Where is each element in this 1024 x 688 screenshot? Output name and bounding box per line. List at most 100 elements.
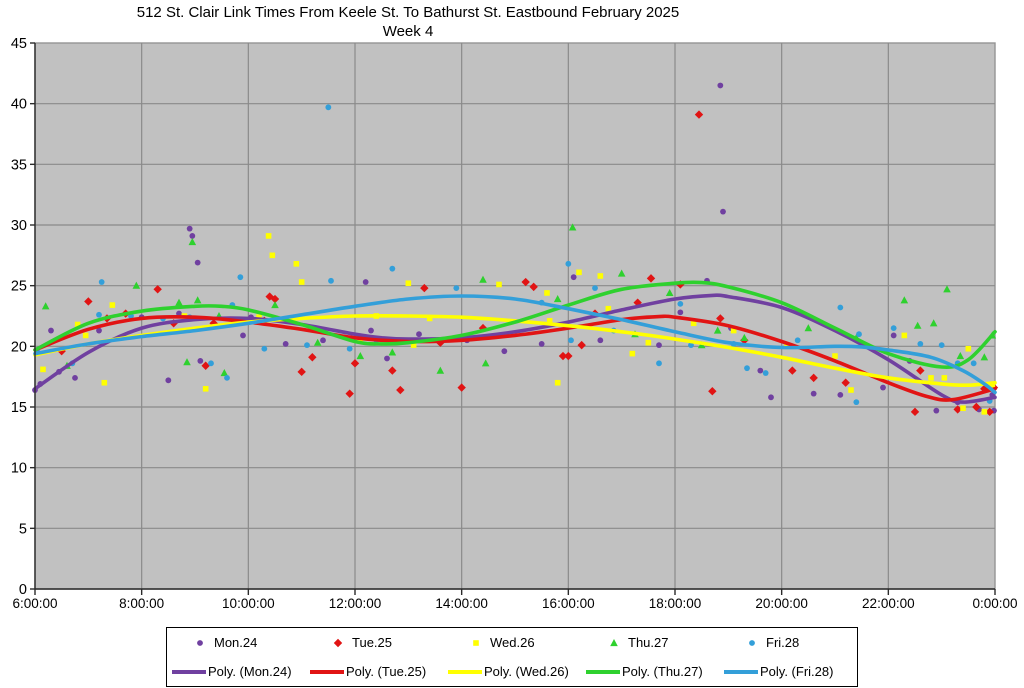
legend-item-Wed.26: Wed.26 xyxy=(443,635,581,650)
circle-marker-icon xyxy=(197,639,203,646)
point-Tue.25 xyxy=(297,367,306,377)
point-Thu.27 xyxy=(956,352,965,360)
point-Wed.26 xyxy=(40,366,46,373)
point-Mon.24 xyxy=(933,407,940,414)
point-Wed.26 xyxy=(605,305,612,312)
point-Wed.26 xyxy=(928,375,934,381)
point-Fri.28 xyxy=(677,300,684,307)
point-Thu.27 xyxy=(553,295,562,303)
point-Mon.24 xyxy=(362,279,369,285)
point-Wed.26 xyxy=(554,379,561,386)
x-tick-label: 22:00:00 xyxy=(862,596,915,611)
y-tick-label: 5 xyxy=(19,521,27,537)
point-Thu.27 xyxy=(568,223,577,231)
point-Wed.26 xyxy=(965,345,972,352)
point-Wed.26 xyxy=(597,273,604,279)
point-Wed.26 xyxy=(298,279,305,285)
point-Tue.25 xyxy=(84,297,93,306)
point-Tue.25 xyxy=(388,366,397,375)
point-Fri.28 xyxy=(592,285,598,291)
point-Mon.24 xyxy=(538,341,545,347)
point-Wed.26 xyxy=(202,386,209,392)
point-Tue.25 xyxy=(916,366,925,375)
legend-item-Thu.27-label: Thu.27 xyxy=(628,635,669,650)
legend-item-Tue.25: Tue.25 xyxy=(305,635,443,650)
square-marker-icon xyxy=(473,639,479,646)
legend-item-Fri.28-label: Fri.28 xyxy=(766,635,800,650)
point-Fri.28 xyxy=(970,360,977,367)
point-Wed.26 xyxy=(101,379,108,386)
legend-item-PolyThu27-label: Poly. (Thu.27) xyxy=(622,664,703,679)
point-Thu.27 xyxy=(980,353,989,361)
point-Mon.24 xyxy=(384,355,390,362)
point-Thu.27 xyxy=(193,296,202,304)
point-Fri.28 xyxy=(853,399,860,406)
point-Wed.26 xyxy=(109,302,116,308)
point-Mon.24 xyxy=(320,337,326,344)
point-Thu.27 xyxy=(220,369,229,377)
point-Wed.26 xyxy=(690,320,697,327)
point-Mon.24 xyxy=(656,342,662,349)
point-Mon.24 xyxy=(890,332,897,339)
point-Mon.24 xyxy=(717,82,724,89)
point-Wed.26 xyxy=(576,269,582,276)
trendline-Poly. (Thu.27) xyxy=(33,280,997,370)
point-Mon.24 xyxy=(880,384,886,391)
point-Tue.25 xyxy=(345,389,354,398)
point-Tue.25 xyxy=(841,378,850,387)
point-Tue.25 xyxy=(457,383,466,392)
y-tick-label: 35 xyxy=(11,157,27,173)
point-Fri.28 xyxy=(744,365,750,372)
point-Thu.27 xyxy=(356,352,365,360)
y-tick-label: 45 xyxy=(11,36,27,52)
point-Thu.27 xyxy=(617,269,626,277)
point-Mon.24 xyxy=(768,394,774,401)
legend-item-PolyMon24-label: Poly. (Mon.24) xyxy=(208,664,292,679)
x-tick-label: 20:00:00 xyxy=(755,596,808,611)
point-Tue.25 xyxy=(521,277,530,287)
point-Thu.27 xyxy=(929,319,938,327)
y-tick-label: 0 xyxy=(19,582,27,598)
legend-item-PolyMon24: Poly. (Mon.24) xyxy=(167,664,305,679)
point-Fri.28 xyxy=(856,331,862,338)
point-Tue.25 xyxy=(708,387,717,396)
point-Tue.25 xyxy=(396,385,405,395)
point-Mon.24 xyxy=(570,274,577,281)
point-Mon.24 xyxy=(757,367,764,374)
point-Fri.28 xyxy=(917,341,924,347)
point-Wed.26 xyxy=(426,315,433,322)
point-Thu.27 xyxy=(804,324,813,332)
point-Mon.24 xyxy=(72,374,78,381)
point-Wed.26 xyxy=(629,350,636,357)
point-Fri.28 xyxy=(389,265,396,272)
legend-item-PolyWed26: Poly. (Wed.26) xyxy=(443,664,581,679)
point-Mon.24 xyxy=(176,310,182,317)
point-Wed.26 xyxy=(410,342,417,348)
point-Wed.26 xyxy=(989,383,996,390)
point-Thu.27 xyxy=(481,359,490,367)
point-Tue.25 xyxy=(985,407,994,417)
point-Fri.28 xyxy=(568,337,574,344)
legend-item-PolyWed26-label: Poly. (Wed.26) xyxy=(484,664,569,679)
diamond-marker-icon xyxy=(333,638,343,647)
legend-item-Mon.24-label: Mon.24 xyxy=(214,635,258,650)
point-Fri.28 xyxy=(325,104,332,111)
point-Tue.25 xyxy=(694,110,704,119)
point-Wed.26 xyxy=(496,281,502,288)
point-Mon.24 xyxy=(368,327,374,334)
point-Thu.27 xyxy=(913,321,922,329)
point-Fri.28 xyxy=(98,279,105,285)
point-Mon.24 xyxy=(597,337,604,344)
legend-item-Wed.26-label: Wed.26 xyxy=(490,635,535,650)
point-Mon.24 xyxy=(416,331,422,338)
point-Tue.25 xyxy=(270,294,280,304)
point-Fri.28 xyxy=(346,345,353,352)
point-Tue.25 xyxy=(420,283,429,293)
chart-subtitle: Week 4 xyxy=(382,23,434,40)
point-Fri.28 xyxy=(890,325,897,332)
point-Mon.24 xyxy=(189,233,196,239)
point-Mon.24 xyxy=(837,391,844,398)
point-Fri.28 xyxy=(304,342,310,349)
point-Mon.24 xyxy=(48,327,54,334)
